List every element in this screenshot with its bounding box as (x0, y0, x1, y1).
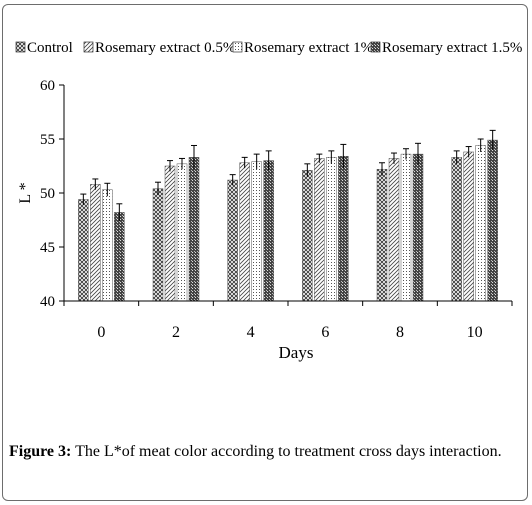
bar (227, 179, 238, 302)
error-bars-group (80, 129, 496, 222)
bar (102, 189, 113, 302)
bar (314, 158, 325, 302)
bar (388, 158, 400, 302)
y-tick-label: 60 (40, 78, 55, 94)
bars-group (78, 139, 498, 302)
y-tick-label: 45 (40, 240, 55, 256)
bar (463, 151, 474, 302)
legend-label: Rosemary extract 1% (244, 40, 373, 56)
x-axis-label: Days (279, 343, 314, 362)
bar (376, 168, 388, 302)
x-tick-label: 0 (97, 324, 105, 341)
y-tick-label: 40 (40, 294, 55, 310)
legend-label: Rosemary extract 0.5% (95, 40, 235, 56)
legend-swatch (15, 41, 26, 53)
bar (239, 162, 250, 302)
y-tick-label: 50 (40, 186, 55, 202)
bar-chart: Control Rosemary extract 0.5% Rosemary ext… (15, 40, 522, 362)
x-tick-label: 2 (172, 324, 180, 341)
legend-label: Rosemary extract 1.5% (382, 40, 522, 56)
legend-swatch (232, 41, 243, 53)
axes-group: 40 45 50 55 60 0 2 4 6 8 10 Days L * (17, 78, 513, 362)
bar (326, 157, 337, 302)
y-tick-label: 55 (40, 132, 55, 148)
legend-swatch (370, 41, 381, 53)
bar (400, 153, 412, 302)
bar (451, 157, 462, 302)
bar (188, 157, 200, 302)
bar (302, 170, 313, 302)
x-tick-label: 4 (247, 324, 255, 341)
bar (263, 160, 274, 302)
figure-caption: Figure 3: The L*of meat color according … (9, 441, 524, 462)
bar (487, 139, 498, 302)
legend-swatch (83, 41, 94, 53)
y-axis-label: L * (17, 182, 34, 203)
x-tick-label: 8 (396, 324, 404, 341)
bar (251, 161, 262, 302)
x-tick-label: 6 (321, 324, 329, 341)
bar (176, 163, 188, 302)
bar (90, 184, 101, 302)
bar (164, 165, 176, 302)
bar (78, 199, 89, 302)
bar (338, 156, 349, 302)
caption-label: Figure 3: (9, 443, 72, 460)
legend-label: Control (27, 40, 73, 56)
bar (152, 188, 164, 302)
caption-text: The L*of meat color according to treatme… (71, 443, 502, 460)
bar (114, 212, 125, 302)
figure-frame (2, 4, 528, 501)
bar (475, 145, 486, 302)
chart-legend: Control Rosemary extract 0.5% Rosemary ext… (15, 40, 522, 56)
x-tick-label: 10 (467, 324, 483, 341)
bar (412, 153, 424, 302)
